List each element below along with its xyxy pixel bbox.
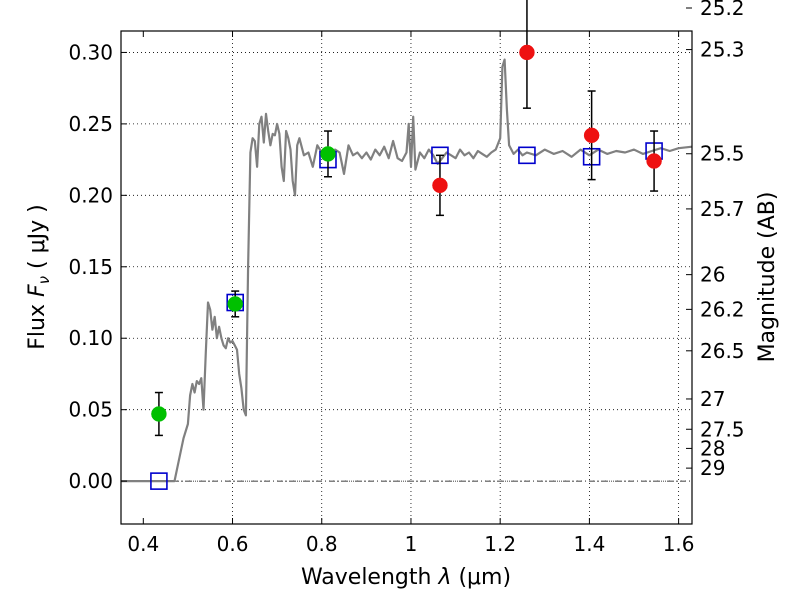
model-spectrum-line (121, 60, 692, 482)
y-axis-ticks: 0.00 0.05 0.10 0.15 0.20 0.25 0.30 (68, 40, 127, 493)
x-tick-label: 0.8 (306, 532, 338, 556)
green-point (151, 406, 166, 421)
green-point (228, 296, 243, 311)
magnitude-tick-label: 26.5 (700, 339, 745, 363)
magnitude-tick-label: 25.3 (700, 38, 745, 62)
red-point (584, 128, 599, 143)
red-point (432, 178, 447, 193)
y-tick-label: 0.10 (68, 326, 113, 350)
x-tick-label: 0.4 (127, 532, 159, 556)
observed-points (151, 45, 661, 422)
x-axis-label: Wavelength λ (μm) (301, 565, 511, 590)
magnitude-axis-label: Magnitude (AB) (755, 192, 780, 363)
y-tick-label: 0.20 (68, 183, 113, 207)
plot-frame (121, 31, 692, 524)
red-point (519, 45, 534, 60)
y-axis-label: Flux Fν ( μJy ) (25, 204, 53, 349)
x-tick-label: 1.6 (663, 532, 695, 556)
grid-lines (121, 31, 692, 524)
y-tick-label: 0.05 (68, 398, 113, 422)
x-tick-label: 1.2 (484, 532, 516, 556)
magnitude-tick-label: 25.5 (700, 142, 745, 166)
magnitude-tick-label: 29 (700, 456, 725, 480)
error-bars (155, 0, 658, 435)
y-tick-label: 0.30 (68, 40, 113, 64)
x-tick-label: 1.4 (573, 532, 605, 556)
magnitude-tick-label: 26.2 (700, 297, 745, 321)
x-tick-label: 0.6 (217, 532, 249, 556)
x-axis-ticks: 0.4 0.6 0.8 1 1.2 1.4 1.6 (127, 31, 694, 556)
y-tick-label: 0.15 (68, 255, 113, 279)
sed-chart: 0.4 0.6 0.8 1 1.2 1.4 1.6 0.00 0.05 0.10 0.15 0.20… (0, 0, 800, 600)
red-point (647, 154, 662, 169)
x-tick-label: 1 (405, 532, 418, 556)
magnitude-tick-label: 25.7 (700, 197, 745, 221)
magnitude-tick-label: 26 (700, 263, 725, 287)
magnitude-tick-label: 25.2 (700, 0, 745, 20)
magnitude-tick-label: 27 (700, 387, 725, 411)
y-tick-label: 0.25 (68, 112, 113, 136)
y-tick-label: 0.00 (68, 469, 113, 493)
green-point (320, 146, 335, 161)
